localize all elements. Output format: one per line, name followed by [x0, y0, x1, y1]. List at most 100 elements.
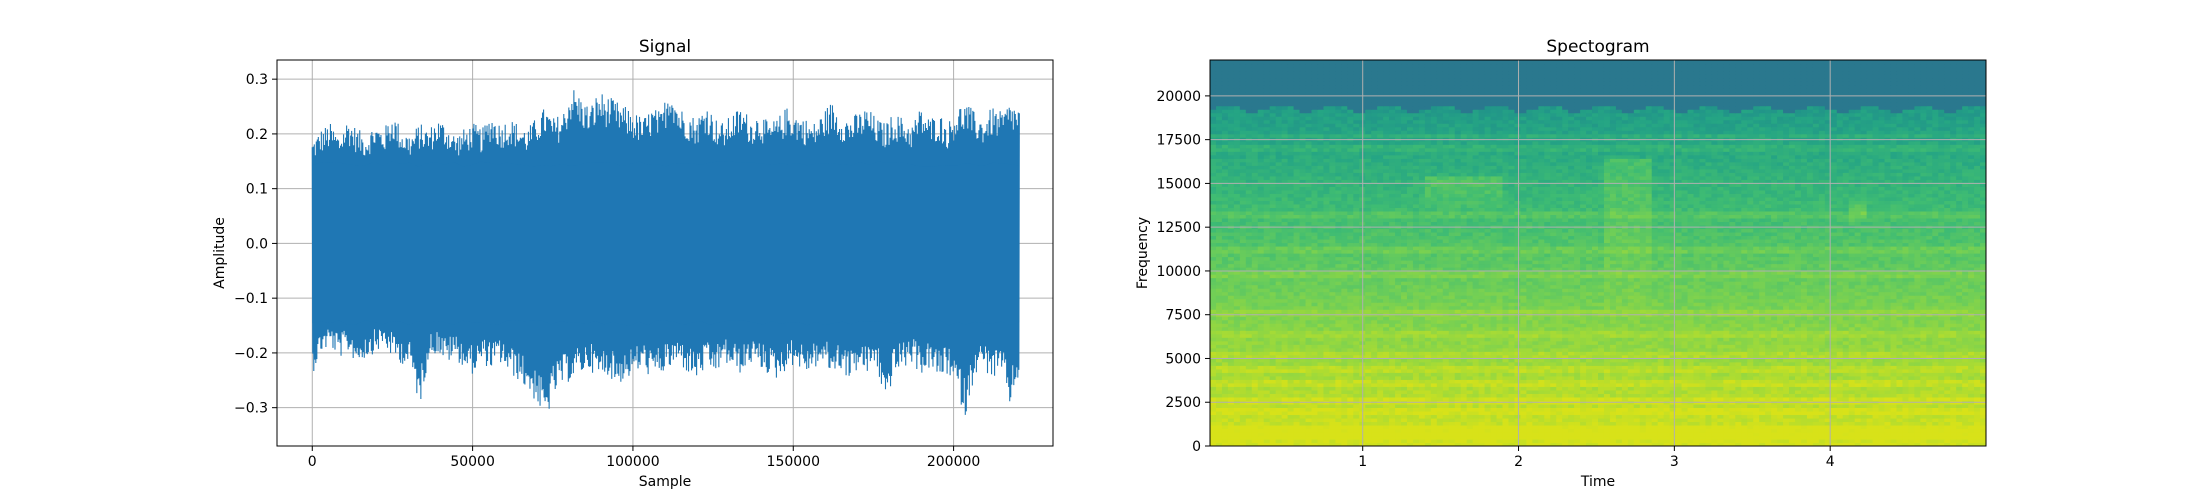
spectrogram-cell: [1848, 372, 1856, 377]
spectrogram-cell: [1210, 319, 1217, 324]
spectrogram-cell: [1395, 319, 1402, 324]
spectrogram-cell: [1401, 358, 1408, 363]
spectrogram-cell: [1723, 368, 1730, 373]
spectrogram-cell: [1723, 421, 1730, 426]
spectrogram-cell: [1789, 347, 1796, 352]
spectrogram-cell: [1371, 333, 1378, 338]
spectrogram-cell: [1896, 386, 1904, 391]
spectrogram-cell: [1908, 403, 1915, 408]
spectrogram-cell: [1293, 368, 1301, 373]
signal-y-axis-label: Amplitude: [212, 217, 228, 289]
spectrogram-cell: [1293, 386, 1301, 391]
spectrogram-cell: [1729, 428, 1736, 433]
spectrogram-cell: [1454, 424, 1462, 430]
spectrogram-cell: [1496, 435, 1504, 440]
spectrogram-cell: [1520, 316, 1527, 321]
spectrogram-cell: [1896, 319, 1904, 324]
spectrogram-cell: [1878, 407, 1886, 412]
spectrogram-cell: [1568, 337, 1575, 342]
spectrogram-cell: [1580, 372, 1587, 377]
spectrogram-cell: [1824, 428, 1832, 433]
spectrogram-cell: [1938, 421, 1945, 426]
spectrogram-cell: [1377, 438, 1384, 444]
spectrogram-cell: [1914, 438, 1921, 444]
spectrogram-cell: [1215, 361, 1223, 366]
spectrogram-cell: [1371, 421, 1378, 426]
spectrogram-cell: [1789, 333, 1796, 338]
spectrogram-cell: [1735, 326, 1742, 331]
spectrogram-cell: [1353, 386, 1360, 391]
spectrogram-cell: [1227, 354, 1235, 359]
spectrogram-cell: [1938, 428, 1945, 433]
spectrogram-cell: [1926, 330, 1933, 335]
spectrogram-cell: [1520, 358, 1527, 363]
spectrogram-cell: [1818, 424, 1826, 430]
spectrogram-cell: [1430, 382, 1438, 387]
spectrogram-cell: [1502, 358, 1510, 363]
spectrogram-cell: [1866, 316, 1874, 321]
spectrogram-cell: [1627, 330, 1635, 335]
spectrogram-cell: [1896, 438, 1904, 444]
spectrogram-cell: [1980, 410, 1986, 416]
spectrogram-cell: [1920, 319, 1927, 324]
spectrogram-cell: [1932, 424, 1939, 430]
spectrogram-cell: [1233, 361, 1241, 366]
spectrogram-cell: [1401, 382, 1408, 387]
spectrogram-cell: [1639, 414, 1647, 419]
spectrogram-cell: [1687, 435, 1695, 440]
spectrogram-cell: [1478, 382, 1486, 387]
spectrogram-cell: [1878, 316, 1886, 321]
spectrogram-cell: [1812, 403, 1820, 408]
spectrogram-cell: [1902, 316, 1909, 321]
spectrogram-cell: [1711, 417, 1718, 423]
spectrogram-cell: [1753, 442, 1760, 446]
spectrogram-cell: [1759, 386, 1766, 391]
spectrogram-cell: [1275, 316, 1283, 321]
spectrogram-cell: [1210, 372, 1217, 377]
spectrogram-cell: [1711, 393, 1718, 398]
spectrogram-cell: [1383, 403, 1390, 408]
spectrogram-cell: [1848, 375, 1856, 380]
spectrogram-cell: [1753, 424, 1760, 430]
spectrogram-cell: [1800, 351, 1808, 356]
spectrogram-cell: [1347, 361, 1354, 366]
spectrogram-cell: [1980, 319, 1986, 324]
spectrogram-cell: [1215, 351, 1223, 356]
spectrogram-cell: [1789, 330, 1796, 335]
spectrogram-cell: [1538, 365, 1545, 370]
spectrogram-cell: [1645, 340, 1653, 345]
spectrogram-cell: [1556, 393, 1563, 398]
spectrogram-cell: [1783, 414, 1790, 419]
spectrogram-cell: [1633, 386, 1641, 391]
spectrogram-cell: [1711, 421, 1718, 426]
spectrogram-cell: [1550, 417, 1557, 423]
spectrogram-cell: [1759, 421, 1766, 426]
spectrogram-cell: [1329, 354, 1336, 359]
spectrogram-cell: [1562, 337, 1569, 342]
spectrogram-cell: [1651, 330, 1659, 335]
spectrogram-cell: [1789, 396, 1796, 401]
spectrogram-cell: [1556, 340, 1563, 345]
spectrogram-cell: [1944, 330, 1951, 335]
spectrogram-cell: [1926, 375, 1933, 380]
spectrogram-cell: [1490, 351, 1498, 356]
spectrogram-cell: [1460, 354, 1468, 359]
spectrogram-cell: [1383, 379, 1390, 384]
spectrogram-cell: [1872, 344, 1880, 349]
spectrogram-cell: [1395, 326, 1402, 331]
spectrogram-cell: [1424, 393, 1432, 398]
spectrogram-cell: [1377, 365, 1384, 370]
spectrogram-cell: [1848, 316, 1856, 321]
spectrogram-cell: [1818, 393, 1826, 398]
spectrogram-cell: [1633, 354, 1641, 359]
spectrogram-cell: [1836, 428, 1844, 433]
spectrogram-cell: [1741, 407, 1748, 412]
spectrogram-cell: [1974, 379, 1981, 384]
spectrogram-cell: [1484, 323, 1492, 328]
spectrogram-cell: [1920, 361, 1927, 366]
spectrogram-cell: [1824, 417, 1832, 423]
spectrogram-cell: [1789, 382, 1796, 387]
spectrogram-cell: [1914, 344, 1921, 349]
spectrogram-cell: [1221, 417, 1229, 423]
spectrogram-cell: [1245, 403, 1253, 408]
